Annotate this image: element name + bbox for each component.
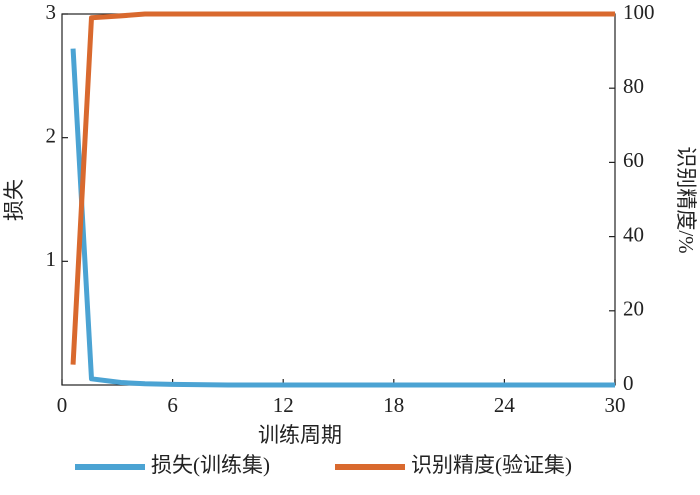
x-tick-label: 12 [273,393,294,417]
x-tick-label: 0 [57,393,68,417]
y2-tick-label: 60 [623,148,644,172]
y-tick-label: 1 [46,247,57,271]
legend-label: 识别精度(验证集) [411,453,572,477]
series-line [70,48,615,388]
x-tick-label: 30 [605,393,626,417]
y2-tick-label: 100 [623,0,655,24]
y-axis-label: 损失 [2,179,26,221]
x-tick-label: 18 [383,393,404,417]
y2-tick-label: 80 [623,74,644,98]
plot-frame [61,13,616,386]
series-line [70,11,615,365]
y-tick-label: 2 [46,123,57,147]
y2-axis-label: 识别精度/% [674,146,698,253]
x-axis-label: 训练周期 [258,423,342,447]
legend-label: 损失(训练集) [151,453,270,477]
x-tick-label: 24 [494,393,516,417]
y-tick-label: 3 [46,0,57,24]
y2-tick-label: 20 [623,297,644,321]
x-tick-label: 6 [167,393,178,417]
y2-tick-label: 40 [623,222,644,246]
y2-tick-label: 0 [623,371,634,395]
